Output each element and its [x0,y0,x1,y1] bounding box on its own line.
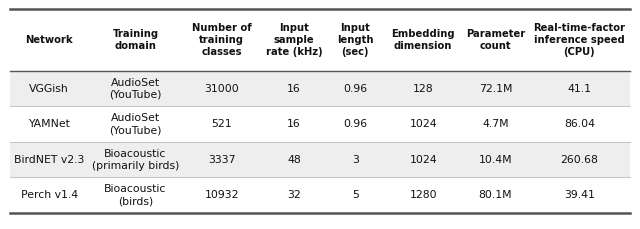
Text: Input
sample
rate (kHz): Input sample rate (kHz) [266,24,323,57]
Text: 16: 16 [287,84,301,94]
Text: Bioacoustic
(birds): Bioacoustic (birds) [104,184,166,206]
Text: 5: 5 [352,190,358,200]
Bar [10,9,630,71]
Bar [10,142,630,177]
Text: 0.96: 0.96 [343,119,367,129]
Text: 48: 48 [287,155,301,165]
Text: AudioSet
(YouTube): AudioSet (YouTube) [109,78,162,100]
Bar [10,177,630,213]
Text: 3: 3 [352,155,358,165]
Text: 72.1M: 72.1M [479,84,512,94]
Text: Network: Network [26,35,73,45]
Text: Training
domain: Training domain [113,29,159,51]
Text: Number of
training
classes: Number of training classes [192,24,252,57]
Text: 1024: 1024 [410,155,437,165]
Text: 10.4M: 10.4M [479,155,513,165]
Text: 128: 128 [413,84,433,94]
Text: AudioSet
(YouTube): AudioSet (YouTube) [109,113,162,135]
Text: 0.96: 0.96 [343,84,367,94]
Text: Bioacoustic
(primarily birds): Bioacoustic (primarily birds) [92,149,179,171]
Text: 1024: 1024 [410,119,437,129]
Bar [10,71,630,106]
Text: 3337: 3337 [208,155,236,165]
Text: 10932: 10932 [204,190,239,200]
Text: VGGish: VGGish [29,84,69,94]
Text: 4.7M: 4.7M [482,119,509,129]
Text: 260.68: 260.68 [561,155,598,165]
Text: 31000: 31000 [204,84,239,94]
Text: 521: 521 [211,119,232,129]
Text: Input
length
(sec): Input length (sec) [337,24,373,57]
Text: 80.1M: 80.1M [479,190,513,200]
Text: YAMNet: YAMNet [28,119,70,129]
Text: BirdNET v2.3: BirdNET v2.3 [14,155,84,165]
Bar [10,106,630,142]
Text: 41.1: 41.1 [567,84,591,94]
Text: 32: 32 [287,190,301,200]
Text: Parameter
count: Parameter count [466,29,525,51]
Text: 86.04: 86.04 [564,119,595,129]
Text: Perch v1.4: Perch v1.4 [20,190,78,200]
Text: Real-time-factor
inference speed
(CPU): Real-time-factor inference speed (CPU) [533,24,625,57]
Text: Embedding
dimension: Embedding dimension [391,29,455,51]
Text: 16: 16 [287,119,301,129]
Text: 1280: 1280 [410,190,437,200]
Text: 39.41: 39.41 [564,190,595,200]
